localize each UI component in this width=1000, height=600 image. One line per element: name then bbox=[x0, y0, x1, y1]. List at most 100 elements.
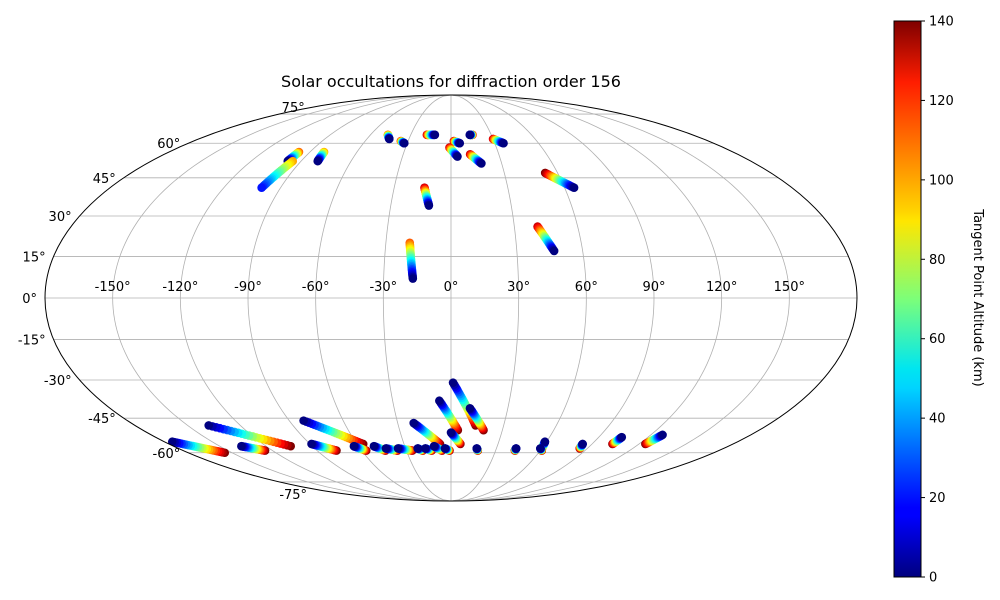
track-point bbox=[430, 130, 440, 140]
track-point bbox=[429, 441, 439, 451]
occultation-track bbox=[536, 444, 547, 455]
occultation-track bbox=[445, 143, 462, 161]
track-point bbox=[369, 441, 379, 451]
track-point bbox=[393, 444, 403, 453]
colorbar-tick-label: 0 bbox=[929, 571, 937, 586]
latitude-tick-label: -15° bbox=[18, 334, 46, 349]
track-point bbox=[237, 441, 246, 451]
colorbar-tick-label: 80 bbox=[929, 253, 946, 268]
longitude-tick-label: -30° bbox=[369, 280, 397, 295]
longitude-tick-label: 120° bbox=[706, 280, 737, 295]
occultation-track bbox=[440, 444, 454, 455]
occultation-track bbox=[307, 439, 341, 455]
track-point bbox=[549, 246, 559, 256]
occultation-track bbox=[510, 444, 521, 455]
colorbar-ticks: 0 20 40 60 80 100 120 140 bbox=[921, 15, 954, 586]
occultation-track bbox=[449, 136, 465, 148]
occultation-track bbox=[446, 428, 465, 449]
latitude-tick-label: -45° bbox=[88, 412, 116, 427]
latitude-tick-label: -75° bbox=[279, 488, 307, 503]
track-point bbox=[472, 444, 482, 453]
occultation-track bbox=[257, 156, 298, 192]
occultation-track bbox=[420, 183, 434, 210]
track-point bbox=[349, 441, 359, 451]
longitude-tick-label: 150° bbox=[774, 280, 805, 295]
occultation-track bbox=[435, 396, 463, 435]
occultation-track bbox=[349, 441, 371, 455]
latitude-tick-label: 30° bbox=[49, 210, 72, 225]
track-point bbox=[440, 444, 450, 453]
longitude-tick-label: -120° bbox=[162, 280, 198, 295]
occultation-track bbox=[393, 444, 417, 455]
colorbar-tick-label: 20 bbox=[929, 491, 946, 506]
track-point bbox=[435, 396, 444, 406]
track-point bbox=[408, 274, 418, 283]
track-point bbox=[420, 444, 430, 453]
track-point bbox=[569, 183, 579, 192]
occultation-track bbox=[313, 147, 329, 166]
occultation-track bbox=[383, 130, 394, 144]
occultation-track bbox=[422, 130, 440, 140]
latitude-tick-label: 0° bbox=[22, 292, 37, 307]
longitude-tick-label: -150° bbox=[95, 280, 131, 295]
track-point bbox=[307, 439, 316, 449]
track-point bbox=[413, 444, 422, 453]
track-point bbox=[448, 378, 458, 387]
occultation-track bbox=[608, 432, 627, 449]
latitude-tick-label: -30° bbox=[44, 374, 72, 389]
track-point bbox=[477, 159, 486, 168]
track-point bbox=[511, 444, 521, 453]
colorbar-tick-label: 60 bbox=[929, 332, 946, 347]
longitude-tick-labels: -150° -120° -90° -60° -30° 0° 30° 60° 90° 120° 150… bbox=[95, 280, 805, 295]
track-point bbox=[167, 437, 177, 447]
track-point bbox=[465, 130, 475, 140]
longitude-tick-label: -60° bbox=[302, 280, 330, 295]
occultation-track bbox=[204, 421, 296, 451]
longitude-tick-label: 30° bbox=[507, 280, 530, 295]
colorbar-tick-label: 140 bbox=[929, 15, 954, 30]
occultation-track bbox=[641, 430, 667, 449]
occultation-track bbox=[396, 136, 409, 148]
occultation-tracks bbox=[167, 130, 667, 458]
track-point bbox=[453, 152, 462, 161]
track-point bbox=[658, 430, 667, 440]
colorbar: 0 20 40 60 80 100 120 140 Tangent Point Altitud… bbox=[893, 15, 985, 586]
map-outline bbox=[44, 94, 858, 502]
longitude-tick-label: 90° bbox=[642, 280, 665, 295]
track-point bbox=[399, 138, 409, 148]
latitude-tick-label: -60° bbox=[153, 447, 181, 462]
colorbar-tick-label: 100 bbox=[929, 173, 954, 188]
chart-title: Solar occultations for diffraction order… bbox=[281, 72, 621, 91]
colorbar-label: Tangent Point Altitude (km) bbox=[970, 208, 985, 386]
latitude-tick-label: 75° bbox=[282, 101, 305, 116]
occultation-track bbox=[237, 441, 270, 455]
track-point bbox=[204, 421, 214, 430]
colorbar-tick-label: 120 bbox=[929, 94, 954, 109]
track-point bbox=[536, 444, 545, 453]
occultation-track bbox=[465, 149, 486, 168]
track-point bbox=[381, 444, 391, 453]
colorbar-tick-label: 40 bbox=[929, 412, 946, 427]
longitude-tick-label: -90° bbox=[234, 280, 262, 295]
track-point bbox=[455, 138, 465, 148]
occultation-track bbox=[167, 437, 230, 458]
track-point bbox=[424, 201, 434, 210]
occultation-track bbox=[472, 444, 483, 455]
occultation-track bbox=[540, 168, 579, 192]
track-point bbox=[299, 416, 308, 425]
latitude-tick-label: 60° bbox=[157, 137, 180, 152]
occultation-track bbox=[405, 238, 418, 283]
longitude-tick-label: 60° bbox=[575, 280, 598, 295]
track-point bbox=[257, 183, 266, 192]
track-point bbox=[313, 156, 323, 166]
occultation-track bbox=[409, 418, 445, 449]
track-point bbox=[446, 428, 456, 437]
occultation-track bbox=[575, 439, 587, 453]
occultation-track bbox=[533, 222, 559, 256]
latitude-tick-label: 45° bbox=[93, 172, 116, 187]
occultation-track bbox=[465, 130, 477, 140]
colorbar-gradient bbox=[893, 20, 922, 578]
latitude-tick-label: 15° bbox=[23, 250, 46, 265]
occultation-track bbox=[465, 404, 488, 435]
